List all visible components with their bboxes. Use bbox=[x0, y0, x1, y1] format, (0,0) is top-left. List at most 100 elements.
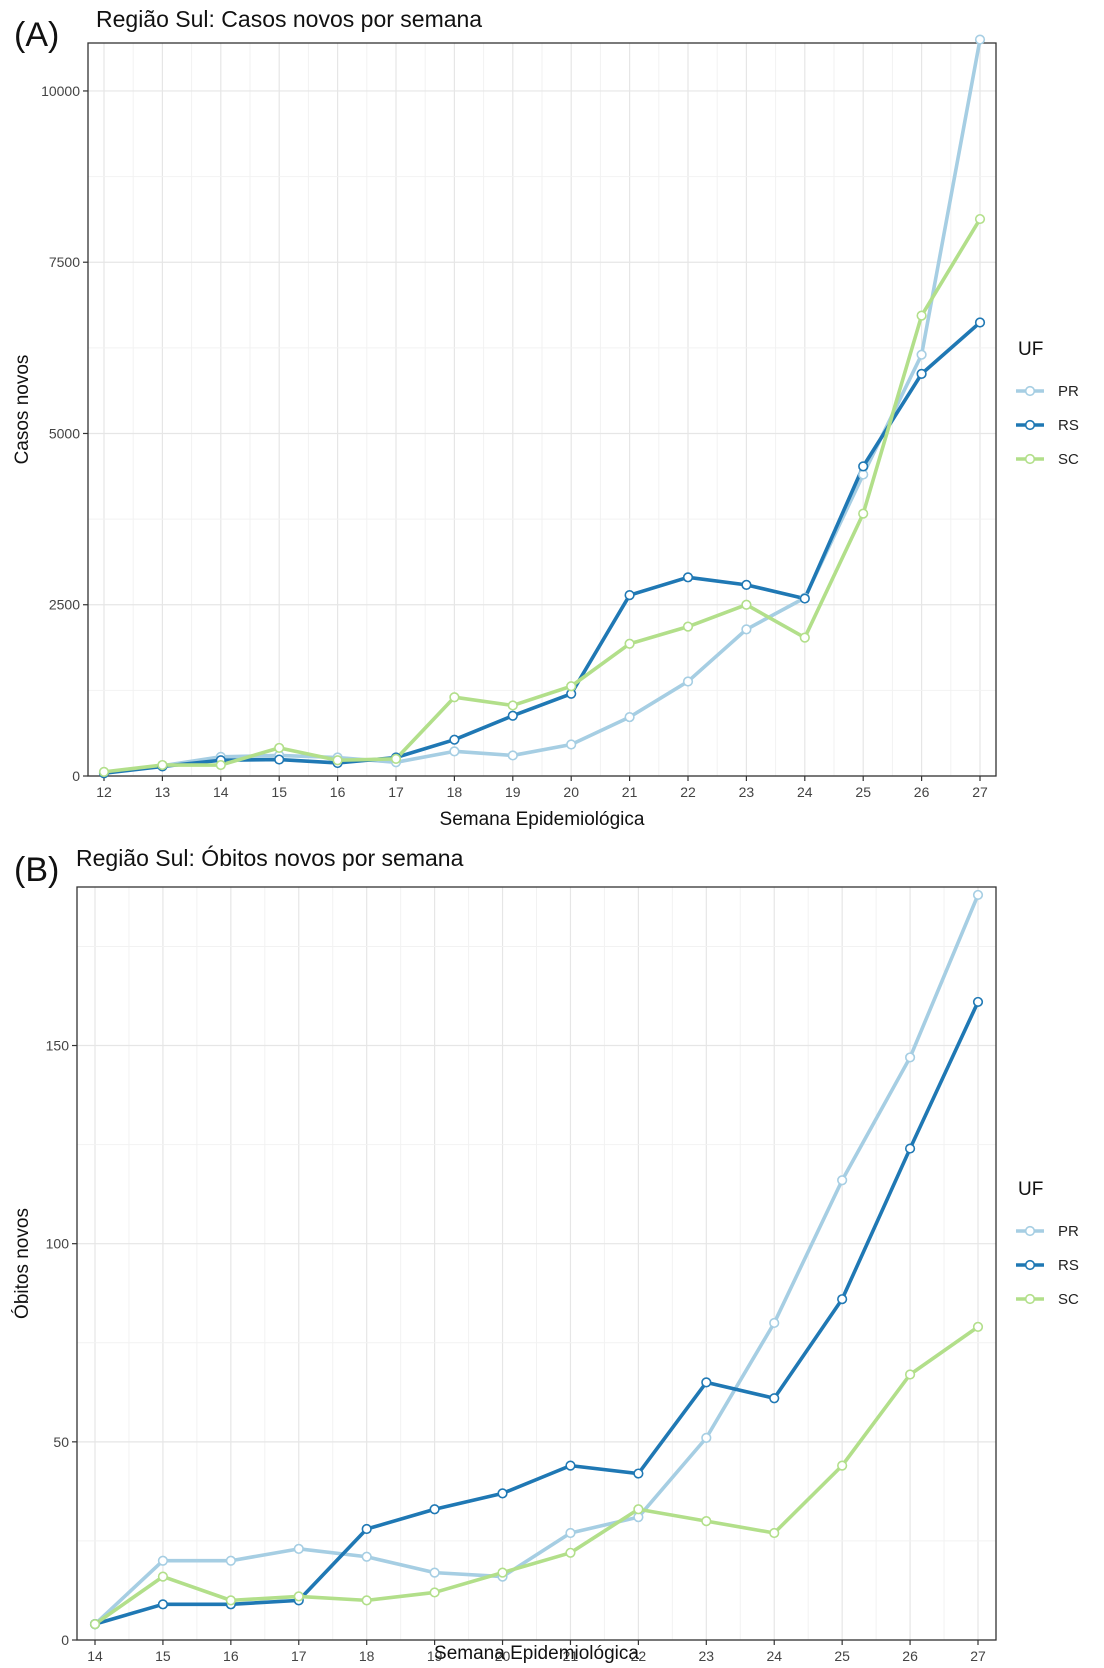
x-tick-label: 21 bbox=[563, 1648, 579, 1664]
data-point-rs bbox=[837, 1294, 848, 1305]
legend-marker bbox=[1024, 1225, 1036, 1237]
data-point-sc bbox=[858, 508, 869, 519]
series-line-pr bbox=[93, 893, 980, 1626]
data-point-sc bbox=[157, 759, 168, 771]
plot-border bbox=[87, 42, 997, 777]
y-tick-label: 5000 bbox=[49, 425, 80, 441]
y-tick-label: 0 bbox=[72, 768, 80, 784]
grid bbox=[77, 887, 996, 1641]
data-point-rs bbox=[916, 368, 927, 379]
x-tick-label: 12 bbox=[96, 784, 112, 800]
data-point-sc bbox=[449, 692, 460, 703]
x-tick-label: 19 bbox=[427, 1648, 443, 1664]
data-point-rs bbox=[972, 996, 984, 1008]
data-point-rs bbox=[741, 579, 752, 590]
data-point-pr bbox=[624, 711, 635, 723]
x-tick-label: 22 bbox=[631, 1648, 647, 1664]
data-point-pr bbox=[565, 1527, 576, 1539]
series-line-sc bbox=[102, 217, 982, 774]
series-line-rs bbox=[102, 320, 982, 776]
legend-label: SC bbox=[1058, 451, 1079, 468]
data-point-pr bbox=[974, 34, 986, 45]
chart-title: Região Sul: Óbitos novos por semana bbox=[76, 845, 464, 871]
x-tick-label: 14 bbox=[87, 1648, 103, 1664]
line-chart-casos: 12 13 14 15 16 17 18 19 20 21 22 23 24 25 26 27 0 2500 500… bbox=[12, 34, 1079, 830]
x-tick-label: 27 bbox=[972, 784, 988, 800]
grid bbox=[88, 43, 996, 777]
data-point-sc bbox=[215, 759, 226, 771]
data-point-pr bbox=[837, 1175, 848, 1186]
x-tick-label: 19 bbox=[505, 784, 521, 800]
data-point-rs bbox=[274, 754, 285, 765]
data-point-sc bbox=[701, 1516, 712, 1527]
y-tick-label: 100 bbox=[46, 1236, 70, 1252]
x-tick-label: 25 bbox=[834, 1648, 850, 1664]
data-point-pr bbox=[429, 1567, 440, 1578]
legend: UF PR RS SC bbox=[1016, 1179, 1079, 1308]
data-point-sc bbox=[682, 621, 694, 632]
legend-marker bbox=[1024, 419, 1036, 431]
series-line-sc bbox=[93, 1325, 980, 1626]
data-point-pr bbox=[157, 1555, 169, 1566]
data-point-sc bbox=[390, 753, 402, 764]
legend-label: SC bbox=[1058, 1291, 1079, 1308]
data-point-rs bbox=[565, 1460, 576, 1471]
x-tick-label: 23 bbox=[699, 1648, 715, 1664]
plot-border bbox=[76, 886, 997, 1641]
data-point-rs bbox=[624, 590, 635, 601]
data-point-sc bbox=[293, 1591, 304, 1602]
data-point-rs bbox=[682, 572, 694, 583]
x-tick-label: 18 bbox=[447, 784, 463, 800]
data-point-rs bbox=[507, 710, 518, 721]
data-point-sc bbox=[332, 755, 343, 766]
x-tick-label: 24 bbox=[766, 1648, 782, 1664]
series-line-rs bbox=[93, 1000, 980, 1626]
data-point-sc bbox=[974, 213, 986, 225]
data-point-sc bbox=[274, 742, 285, 754]
data-point-pr bbox=[701, 1432, 712, 1443]
data-point-sc bbox=[837, 1460, 848, 1471]
data-point-sc bbox=[429, 1587, 440, 1598]
legend-label: PR bbox=[1058, 383, 1079, 400]
x-tick-label: 17 bbox=[388, 784, 404, 800]
data-point-pr bbox=[225, 1555, 236, 1566]
data-point-sc bbox=[916, 310, 927, 321]
y-tick-label: 0 bbox=[61, 1632, 69, 1648]
x-tick-label: 22 bbox=[680, 784, 696, 800]
data-point-rs bbox=[701, 1377, 712, 1388]
data-point-pr bbox=[566, 739, 577, 750]
data-point-rs bbox=[157, 1599, 169, 1610]
x-tick-label: 16 bbox=[330, 784, 346, 800]
data-point-pr bbox=[858, 469, 869, 480]
x-tick-label: 21 bbox=[622, 784, 638, 800]
data-point-rs bbox=[974, 317, 986, 328]
y-axis-title: Casos novos bbox=[12, 355, 33, 465]
data-point-rs bbox=[497, 1488, 508, 1499]
data-point-pr bbox=[293, 1543, 304, 1554]
data-point-sc bbox=[98, 766, 110, 777]
data-point-sc bbox=[741, 599, 752, 610]
x-tick-label: 20 bbox=[563, 784, 579, 800]
data-point-pr bbox=[449, 746, 460, 757]
y-tick-label: 10000 bbox=[41, 83, 80, 99]
chart-panel-b: (B) Região Sul: Óbitos novos por semana … bbox=[0, 835, 1104, 1668]
data-point-sc bbox=[799, 632, 810, 643]
y-axis-title: Óbitos novos bbox=[11, 1208, 33, 1319]
x-tick-label: 17 bbox=[291, 1648, 307, 1664]
x-tick-label: 23 bbox=[739, 784, 755, 800]
data-point-sc bbox=[497, 1567, 508, 1578]
data-point-rs bbox=[429, 1504, 440, 1515]
data-point-rs bbox=[858, 461, 869, 472]
data-point-sc bbox=[624, 638, 635, 649]
data-point-rs bbox=[904, 1143, 916, 1154]
data-point-rs bbox=[449, 734, 460, 745]
legend-title: UF bbox=[1018, 1179, 1043, 1200]
y-tick-label: 7500 bbox=[49, 254, 80, 270]
data-point-rs bbox=[799, 593, 810, 604]
data-point-sc bbox=[157, 1571, 169, 1582]
data-point-sc bbox=[225, 1595, 236, 1606]
y-tick-label: 150 bbox=[46, 1038, 70, 1054]
data-point-sc bbox=[769, 1527, 780, 1539]
legend-label: RS bbox=[1058, 1257, 1079, 1274]
data-point-sc bbox=[89, 1619, 101, 1630]
